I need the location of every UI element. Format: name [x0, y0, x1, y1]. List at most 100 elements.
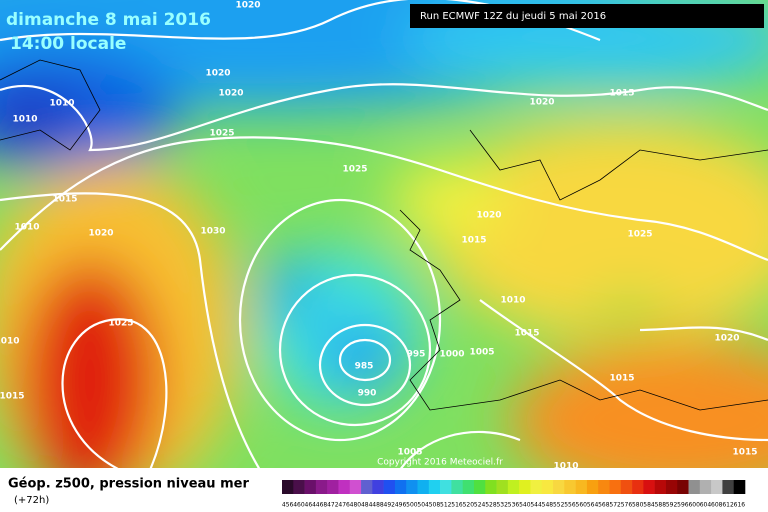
isobar-label: 1015: [514, 329, 539, 339]
colorbar-swatch: [349, 480, 362, 494]
isobar-label: 1015: [609, 374, 634, 384]
colorbar-label: 488: [372, 502, 384, 509]
colorbar-swatch: [654, 480, 667, 494]
colorbar-swatch: [722, 480, 735, 494]
colorbar-label: 528: [485, 502, 497, 509]
colorbar-swatch: [541, 480, 554, 494]
colorbar-label: 584: [643, 502, 655, 509]
colorbar-swatch: [711, 480, 723, 494]
isobar-label: 1020: [218, 89, 243, 99]
isobar-label: 1015: [461, 236, 486, 246]
colorbar-label: 472: [327, 502, 339, 509]
isobar-label: 995: [407, 350, 426, 360]
colorbar-label: 504: [417, 502, 429, 509]
colorbar-swatch: [507, 480, 520, 494]
colorbar-label: 596: [677, 502, 689, 509]
colorbar-swatch: [428, 480, 441, 494]
lead-time: (+72h): [14, 495, 49, 506]
colorbar-swatch: [394, 480, 407, 494]
colorbar-swatch: [609, 480, 622, 494]
colorbar-swatch: [485, 480, 497, 494]
colorbar-label: 512: [440, 502, 452, 509]
colorbar-label: 552: [553, 502, 565, 509]
isobar-label: 985: [355, 362, 374, 372]
isobar-label: 1010: [14, 223, 39, 233]
colorbar-swatch: [338, 480, 351, 494]
colorbar-label: 508: [429, 502, 441, 509]
colorbar-swatch: [733, 480, 746, 494]
colorbar-label: 608: [711, 502, 723, 509]
colorbar-swatch: [530, 480, 543, 494]
colorbar-swatch: [564, 480, 576, 494]
colorbar-label: 560: [576, 502, 588, 509]
colorbar-label: 536: [508, 502, 520, 509]
colorbar-swatch: [383, 480, 396, 494]
isobars: [0, 0, 768, 468]
map: [0, 0, 768, 468]
colorbar-label: 460: [293, 502, 305, 509]
colorbar-label: 456: [282, 502, 294, 509]
colorbar-swatch: [293, 480, 305, 494]
isobar-label: 1020: [205, 69, 230, 79]
isobar-label: 990: [358, 389, 377, 399]
colorbar-swatch: [665, 480, 678, 494]
colorbar-swatch: [417, 480, 430, 494]
colorbar-swatch: [451, 480, 463, 494]
run-box: [410, 4, 764, 28]
isobar-label: 1015: [52, 195, 77, 205]
time-label: 14:00 locale: [10, 34, 126, 54]
colorbar-label: 592: [666, 502, 678, 509]
isobar-label: 1025: [342, 165, 367, 175]
isobar-label: 1020: [476, 211, 501, 221]
isobar-label: 1015: [732, 448, 757, 458]
isobar-label: 1020: [235, 1, 260, 11]
legend-title: Géop. z500, pression niveau mer: [8, 477, 249, 492]
isobar-label: 1025: [627, 230, 652, 240]
colorbar-label: 500: [406, 502, 418, 509]
colorbar-label: 520: [463, 502, 475, 509]
colorbar-swatch: [372, 480, 384, 494]
colorbar-swatch: [575, 480, 588, 494]
isobar-label: 1020: [529, 98, 554, 108]
isobar-label: 1010: [49, 99, 74, 109]
isobar-label: 1025: [108, 319, 133, 329]
colorbar-label: 548: [542, 502, 554, 509]
colorbar-swatch: [315, 480, 328, 494]
colorbar-label: 476: [338, 502, 350, 509]
colorbar-label: 468: [316, 502, 328, 509]
colorbar-label: 564: [587, 502, 599, 509]
colorbar-swatch: [699, 480, 712, 494]
isobar-label: 1010: [500, 296, 525, 306]
isobar-label: 1010: [12, 115, 37, 125]
coastlines: [0, 59, 768, 411]
colorbar-label: 496: [395, 502, 407, 509]
colorbar-label: 484: [361, 502, 373, 509]
isobar-label: 1015: [0, 392, 25, 402]
isobar-label: 1025: [209, 129, 234, 139]
colorbar-label: 492: [384, 502, 396, 509]
colorbar-swatch: [496, 480, 509, 494]
colorbar-label: 464: [305, 502, 317, 509]
colorbar-swatch: [519, 480, 531, 494]
colorbar-swatch: [586, 480, 599, 494]
date-label: dimanche 8 mai 2016: [6, 10, 211, 30]
colorbar-swatch: [620, 480, 633, 494]
colorbar-label: 588: [655, 502, 667, 509]
isobar-label: 1020: [714, 334, 739, 344]
isobar-label: 1015: [609, 89, 634, 99]
isobar-label: 1030: [200, 227, 225, 237]
colorbar-label: 516: [451, 502, 463, 509]
colorbar-label: 612: [722, 502, 734, 509]
colorbar-swatch: [462, 480, 475, 494]
colorbar-label: 540: [519, 502, 531, 509]
isobar-label: 1000: [439, 350, 464, 360]
colorbar-swatch: [406, 480, 418, 494]
colorbar-label: 568: [598, 502, 610, 509]
colorbar-swatch: [553, 480, 565, 494]
colorbar-label: 604: [700, 502, 712, 509]
colorbar-label: 576: [621, 502, 633, 509]
copyright: Copyright 2016 Meteociel.fr: [377, 458, 503, 468]
colorbar-label: 580: [632, 502, 644, 509]
colorbar-label: 532: [496, 502, 508, 509]
colorbar-swatch: [282, 480, 294, 494]
